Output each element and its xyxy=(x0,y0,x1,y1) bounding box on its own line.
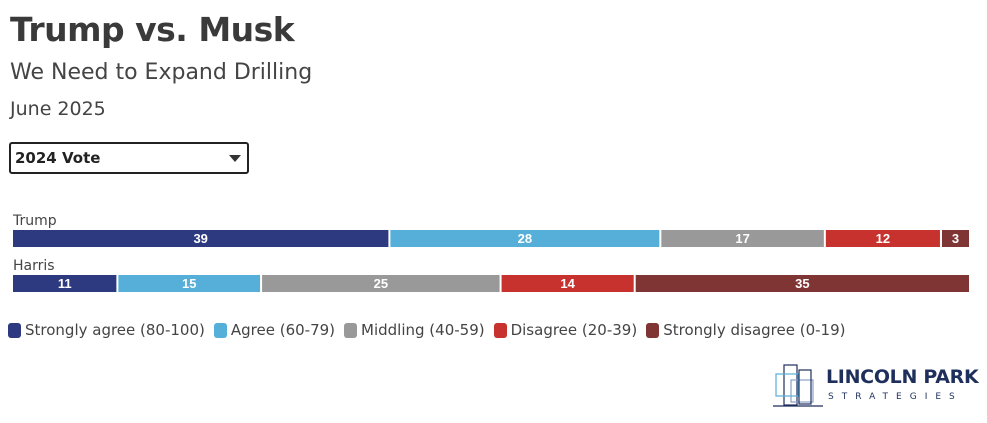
legend-item: Strongly agree (80-100) xyxy=(8,321,205,339)
chart-legend: Strongly agree (80-100) Agree (60-79) Midd… xyxy=(8,321,855,339)
logo-name: LINCOLN PARK xyxy=(826,366,979,388)
lincoln-park-logo: LINCOLN PARK STRATEGIES xyxy=(773,362,979,410)
legend-swatch xyxy=(344,322,358,338)
bar-segment[interactable] xyxy=(13,230,389,247)
legend-label: Strongly disagree (0-19) xyxy=(663,321,846,339)
logo-mark-icon xyxy=(773,364,823,407)
bar-segment[interactable] xyxy=(635,275,969,292)
bar-value-label: 17 xyxy=(735,231,749,246)
page-title: Trump vs. Musk xyxy=(10,10,295,49)
bar-value-label: 15 xyxy=(182,276,196,291)
logo-tagline: STRATEGIES xyxy=(828,392,963,402)
legend-label: Disagree (20-39) xyxy=(510,321,638,339)
legend-label: Middling (40-59) xyxy=(361,321,485,339)
bar-segment[interactable] xyxy=(13,275,117,292)
legend-item: Strongly disagree (0-19) xyxy=(646,321,846,339)
bar-segment[interactable] xyxy=(825,230,940,247)
bar-value-label: 3 xyxy=(952,231,959,246)
category-label-harris: Harris xyxy=(13,258,55,274)
category-label-trump: Trump xyxy=(12,213,57,229)
chart-date: June 2025 xyxy=(10,98,106,120)
bar-value-label: 35 xyxy=(795,276,809,291)
chart-subtitle: We Need to Expand Drilling xyxy=(10,60,313,85)
legend-swatch xyxy=(213,322,227,338)
bar-segment[interactable] xyxy=(118,275,261,292)
bar-value-label: 28 xyxy=(518,231,532,246)
legend-swatch xyxy=(646,322,660,338)
bar-value-label: 14 xyxy=(560,276,575,291)
bar-value-label: 39 xyxy=(193,231,207,246)
legend-item: Agree (60-79) xyxy=(213,321,336,339)
bar-value-label: 11 xyxy=(58,276,72,291)
bar-value-label: 12 xyxy=(876,231,890,246)
bar-segment[interactable] xyxy=(501,275,634,292)
bar-segment[interactable] xyxy=(262,275,500,292)
bar-value-label: 25 xyxy=(374,276,388,291)
chevron-down-icon[interactable] xyxy=(229,154,241,162)
bar-segment[interactable] xyxy=(941,230,969,247)
legend-label: Agree (60-79) xyxy=(230,321,336,339)
legend-item: Disagree (20-39) xyxy=(493,321,638,339)
legend-swatch xyxy=(493,322,507,338)
legend-item: Middling (40-59) xyxy=(344,321,485,339)
dropdown-selected-value: 2024 Vote xyxy=(15,149,101,167)
bar-segment[interactable] xyxy=(390,230,660,247)
vote-filter-dropdown[interactable]: 2024 Vote xyxy=(9,142,249,174)
bar-segment[interactable] xyxy=(661,230,824,247)
legend-label: Strongly agree (80-100) xyxy=(25,321,205,339)
legend-swatch xyxy=(8,322,21,338)
